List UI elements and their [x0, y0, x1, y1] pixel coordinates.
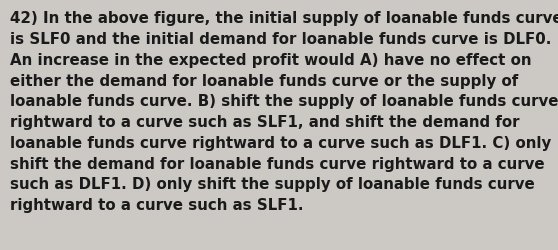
Text: 42) In the above figure, the initial supply of loanable funds curve
is SLF0 and : 42) In the above figure, the initial sup…	[10, 11, 558, 212]
